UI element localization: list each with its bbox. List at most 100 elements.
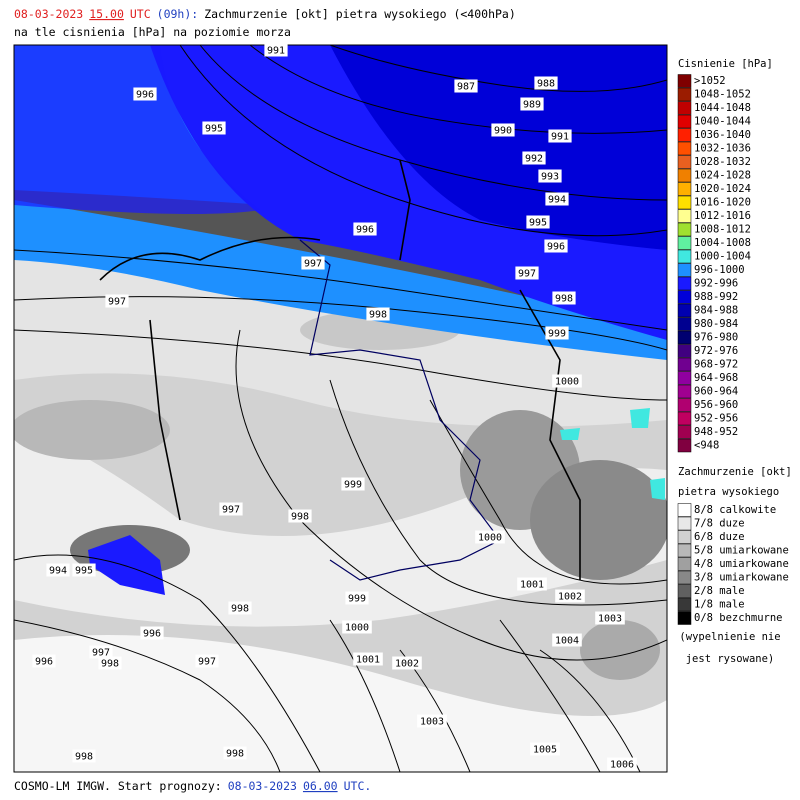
isobar-label-box [520,97,544,111]
legend-swatch [677,128,692,142]
isobar-label: 999 [548,329,566,340]
isobar-label: 996 [143,629,161,640]
cloud-legend-title: Zachmurzenie [okt] [678,466,792,478]
legend-swatch [677,503,692,517]
isobar-label: 989 [523,100,541,111]
legend-label: 992-996 [694,278,738,290]
isobar-label: 1000 [478,533,502,544]
isobar-label: 998 [75,752,93,763]
legend-label: 1008-1012 [694,224,751,236]
legend-label: <948 [694,440,719,452]
isobar-label-box [202,121,226,135]
isobar-label: 990 [494,126,512,137]
legend-swatch [677,516,692,531]
legend-label: 984-988 [694,305,738,317]
legend-swatch [677,114,692,129]
isobar-label-box [607,757,637,771]
isobar-label-box [595,611,625,625]
isobar-label: 996 [547,242,565,253]
legend-swatch [677,543,692,558]
legend-label: 996-1000 [694,264,745,276]
title: Zachmurzenie [okt] pietra wysokiego (<40… [204,7,516,21]
isobar-label-box [545,192,569,206]
isobar-label: 1000 [555,377,579,388]
legend-swatch [677,398,692,412]
isobar-label: 997 [92,648,110,659]
isobar-label-box [366,307,390,321]
isobar-label-box [353,652,383,666]
pressure-legend-title: Cisnienie [hPa] [678,58,773,70]
legend-swatch [677,438,692,453]
isobar-label: 997 [108,297,126,308]
footer-time: 06.00 [303,779,338,793]
legend-label: 964-968 [694,372,738,384]
legend-label: >1052 [694,75,726,87]
isobar-label: 991 [267,46,285,57]
legend-label: 1/8 male [694,599,745,611]
isobar-label-box [301,256,325,270]
footer-date: 08-03-2023 [228,779,297,793]
legend-label: 8/8 calkowite [694,504,776,516]
legend-swatch [677,557,692,571]
isobar-label: 998 [555,294,573,305]
footer-model: COSMO-LM IMGW. Start prognozy: [14,779,222,793]
isobar-labels: 991 996 995 987 988 989 990 991 992 993 994 995 996 9… [32,43,637,771]
legend-label: 976-980 [694,332,738,344]
legend-swatch [677,263,692,277]
legend-swatch [677,249,692,264]
legend-label: 3/8 umiarkowane [694,572,789,584]
isobar-label: 1003 [420,717,444,728]
isobar-label: 996 [356,225,374,236]
isobar-label: 987 [457,82,475,93]
legend-swatch [677,330,692,345]
cloud-legend-subtitle: pietra wysokiego [678,486,779,498]
isobar-label-box [526,215,550,229]
legend-label: 980-984 [694,318,738,330]
legend-label: 1044-1048 [694,102,751,114]
isobar-label: 998 [101,659,119,670]
time: 15.00 [89,7,124,21]
legend-swatch [677,597,692,612]
cloud-legend-note: (wypelnienie nie [679,631,780,643]
legend-swatch [677,209,692,223]
isobar-label: 995 [205,124,223,135]
legend-swatch [677,87,692,102]
subtitle: na tle cisnienia [hPa] na poziomie morza [14,25,291,39]
legend-label: 956-960 [694,399,738,411]
isobar-label: 998 [291,512,309,523]
isobar-label-box [133,87,157,101]
legend-label: 1028-1032 [694,156,751,168]
isobar-label: 1000 [345,623,369,634]
legend-label: 5/8 umiarkowane [694,545,789,557]
legend-label: 1040-1044 [694,116,751,128]
legend-swatch [677,101,692,115]
isobar-label: 998 [231,604,249,615]
isobar-label-box [417,714,447,728]
legend-swatch [677,155,692,169]
isobar-label: 1001 [520,580,544,591]
isobar-label-box [475,530,505,544]
isobar-label-box [517,577,547,591]
isobar-label-box [353,222,377,236]
legend-swatch [677,584,692,598]
isobar-label-box [46,563,70,577]
cloud-legend-note: jest rysowane) [686,653,775,665]
isobar-label-box [552,374,582,388]
isobar-label-box [544,239,568,253]
isobar-label: 998 [226,749,244,760]
zone: UTC [130,7,151,21]
isobar-label: 997 [518,269,536,280]
legend-label: 952-956 [694,413,738,425]
legend-swatch [677,611,692,625]
legend-swatch [677,195,692,210]
isobar-label: 1001 [356,655,380,666]
isobar-label: 995 [75,566,93,577]
isobar-label: 994 [548,195,566,206]
isobar-label-box [534,76,558,90]
isobar-label-box [530,742,560,756]
legend-label: 1048-1052 [694,89,751,101]
isobar-label-box [89,645,113,659]
